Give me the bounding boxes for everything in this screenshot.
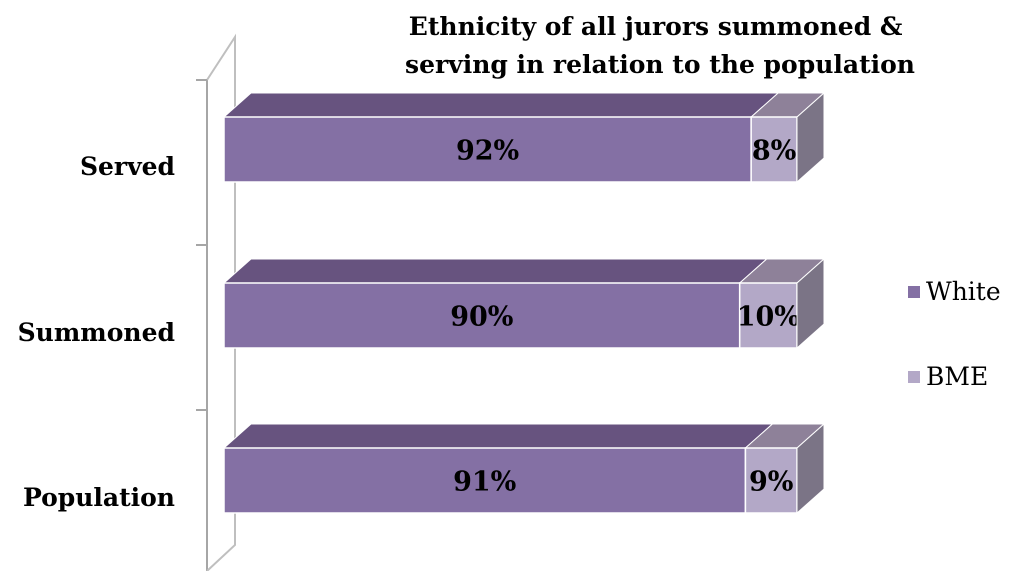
category-label-served: Served bbox=[80, 152, 175, 181]
bar-population-bme bbox=[744, 447, 798, 514]
data-label-population-white: 91% bbox=[453, 467, 516, 498]
data-label-served-bme: 8% bbox=[752, 136, 796, 167]
plot-area: 91% 9% 90% 10% 92% 8% bbox=[222, 91, 826, 515]
legend: White BME bbox=[908, 277, 1001, 391]
legend-label-bme: BME bbox=[926, 362, 988, 391]
legend-label-white: White bbox=[926, 277, 1001, 306]
chart-title: Ethnicity of all jurors summoned & servi… bbox=[405, 12, 915, 79]
bar-side-served bbox=[796, 91, 825, 184]
data-label-summoned-bme: 10% bbox=[737, 302, 800, 333]
bar-top-summoned-white bbox=[222, 258, 769, 284]
data-label-summoned-white: 90% bbox=[450, 302, 513, 333]
category-label-population: Population bbox=[23, 483, 175, 512]
data-label-population-bme: 9% bbox=[749, 467, 793, 498]
bar-side-summoned bbox=[796, 257, 825, 350]
data-label-served-white: 92% bbox=[456, 136, 519, 167]
bar-served-white bbox=[223, 116, 752, 183]
legend-swatch-white bbox=[908, 286, 920, 298]
bar-top-population-white bbox=[222, 423, 774, 449]
category-label-summoned: Summoned bbox=[18, 318, 175, 347]
category-labels: Population Summoned Served bbox=[18, 152, 175, 512]
legend-swatch-bme bbox=[908, 371, 920, 383]
bar-population-white bbox=[223, 447, 747, 514]
chart-title-line-1: Ethnicity of all jurors summoned & bbox=[409, 12, 903, 41]
chart-title-line-2: serving in relation to the population bbox=[405, 50, 915, 79]
bar-top-served-white bbox=[222, 92, 780, 118]
bar-side-population bbox=[796, 422, 825, 515]
